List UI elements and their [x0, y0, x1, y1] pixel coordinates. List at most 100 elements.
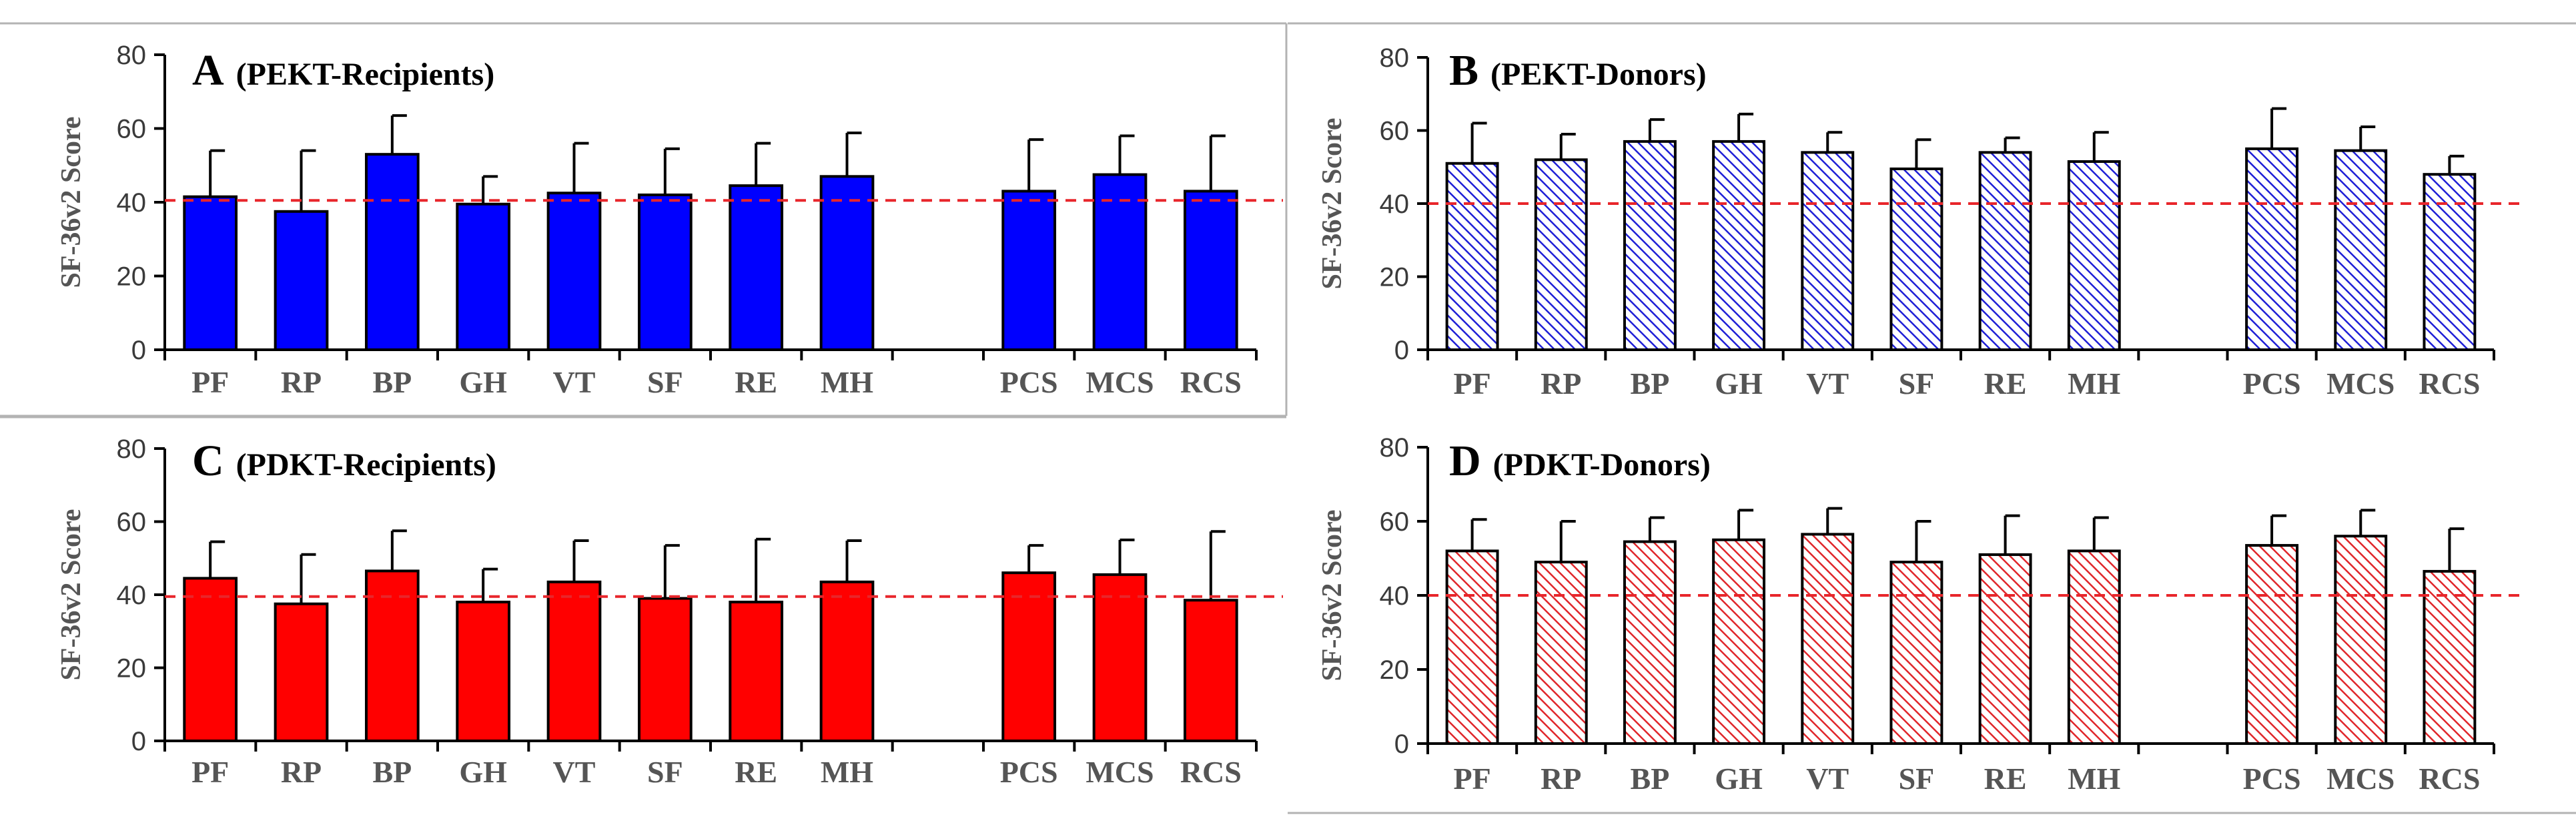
panel-subtitle: (PDKT-Donors) — [1493, 447, 1711, 483]
y-tick-label: 60 — [117, 115, 147, 144]
y-tick-label: 40 — [117, 581, 147, 610]
bar-rp — [274, 210, 329, 351]
x-tick-label-vt: VT — [1806, 762, 1849, 796]
bar-vt — [1801, 533, 1855, 745]
y-tick-label: 20 — [1380, 655, 1410, 685]
x-tick-label-pcs: PCS — [2243, 366, 2301, 400]
bar-bp — [1623, 140, 1677, 352]
x-tick-label-pf: PF — [1453, 762, 1490, 796]
y-tick-label: 20 — [1380, 263, 1410, 292]
y-tick-label: 0 — [1394, 336, 1409, 365]
bar-re — [729, 184, 784, 352]
bar-pf — [183, 195, 238, 351]
y-axis-label: SF-36v2 Score — [1317, 509, 1348, 681]
chart-panel-c: SF-36v2 Score 0 20 40 60 80 PF RP BP GH VT SF RE MH PC… — [56, 435, 1283, 789]
panel-subtitle: (PDKT-Recipients) — [236, 447, 496, 483]
x-tick-label-rp: RP — [281, 755, 322, 789]
bar-sf — [637, 193, 693, 352]
y-tick-label: 80 — [1380, 433, 1410, 463]
bar-re — [729, 600, 784, 743]
bar-gh — [1712, 140, 1766, 352]
bar-rcs — [2423, 173, 2477, 351]
bar-pcs — [1001, 190, 1057, 351]
bar-re — [1978, 553, 2032, 745]
y-axis-label: SF-36v2 Score — [56, 509, 87, 680]
y-tick-label: 20 — [117, 654, 147, 683]
x-tick-label-mcs: MCS — [1086, 755, 1154, 789]
y-tick-label: 0 — [1394, 730, 1409, 759]
x-tick-label-mh: MH — [821, 755, 873, 789]
bar-pcs — [2245, 544, 2299, 745]
x-tick-label-pf: PF — [191, 365, 229, 399]
x-tick-label-sf: SF — [647, 755, 683, 789]
y-tick-label: 60 — [117, 508, 147, 537]
y-tick-label: 0 — [131, 336, 146, 365]
panels: SF-36v2 Score 0 20 40 60 80 PF RP BP GH VT SF RE MH PC… — [0, 22, 2576, 814]
panel-letter: D — [1449, 437, 1481, 485]
bar-bp — [364, 569, 420, 742]
y-axis-label: SF-36v2 Score — [56, 116, 87, 288]
y-tick-label: 80 — [117, 435, 147, 464]
bar-mh — [819, 580, 875, 743]
x-tick-label-rp: RP — [281, 365, 322, 399]
x-tick-label-bp: BP — [372, 755, 412, 789]
bar-mcs — [2334, 149, 2388, 352]
bar-vt — [1801, 151, 1855, 351]
x-tick-label-sf: SF — [1899, 366, 1935, 400]
x-tick-label-bp: BP — [1631, 366, 1670, 400]
x-tick-label-rcs: RCS — [2419, 366, 2480, 400]
bar-pf — [183, 577, 238, 742]
bar-bp — [1623, 540, 1677, 746]
y-tick-label: 80 — [1380, 43, 1410, 73]
y-tick-label: 40 — [1380, 581, 1410, 611]
x-tick-label-rp: RP — [1541, 762, 1581, 796]
chart-panel-a: SF-36v2 Score 0 20 40 60 80 PF RP BP GH VT SF RE MH PC… — [56, 41, 1283, 399]
y-tick-label: 20 — [117, 262, 147, 292]
y-axis-label: SF-36v2 Score — [1317, 117, 1348, 289]
x-tick-label-gh: GH — [459, 755, 507, 789]
bar-mcs — [2334, 535, 2388, 745]
x-tick-label-re: RE — [735, 365, 777, 399]
panel-subtitle: (PEKT-Donors) — [1490, 57, 1707, 92]
bar-rp — [274, 602, 329, 742]
x-tick-label-vt: VT — [553, 755, 596, 789]
x-tick-label-re: RE — [1984, 762, 2027, 796]
x-tick-label-mh: MH — [2068, 762, 2120, 796]
bar-mh — [2067, 549, 2121, 746]
panel-title: A (PEKT-Recipients) — [192, 46, 494, 95]
bar-rcs — [1183, 190, 1238, 351]
x-tick-label-bp: BP — [372, 365, 412, 399]
x-tick-label-pcs: PCS — [2243, 762, 2301, 796]
x-tick-label-rcs: RCS — [1180, 755, 1242, 789]
x-tick-label-rcs: RCS — [1180, 365, 1242, 399]
panel-title: C (PDKT-Recipients) — [192, 437, 496, 485]
panel-title: D (PDKT-Donors) — [1449, 437, 1711, 485]
x-tick-label-sf: SF — [1899, 762, 1935, 796]
bar-vt — [546, 192, 602, 351]
x-tick-label-re: RE — [735, 755, 777, 789]
x-tick-label-vt: VT — [1806, 366, 1849, 400]
panel-subtitle: (PEKT-Recipients) — [236, 57, 495, 92]
x-tick-label-sf: SF — [647, 365, 683, 399]
bar-bp — [364, 153, 420, 352]
x-tick-label-gh: GH — [1715, 762, 1763, 796]
chart-panel-d: SF-36v2 Score 0 20 40 60 80 PF RP BP GH VT SF RE MH PC… — [1317, 433, 2521, 796]
bar-pcs — [2245, 147, 2299, 351]
panel-letter: B — [1449, 46, 1478, 95]
y-tick-label: 40 — [117, 188, 147, 218]
y-tick-label: 40 — [1380, 190, 1410, 219]
x-tick-label-gh: GH — [459, 365, 507, 399]
x-tick-label-re: RE — [1984, 366, 2027, 400]
chart-panel-b: SF-36v2 Score 0 20 40 60 80 PF RP BP GH VT SF RE MH PC… — [1317, 43, 2521, 400]
x-tick-label-rcs: RCS — [2419, 762, 2480, 796]
x-tick-label-pcs: PCS — [1000, 365, 1058, 399]
bar-vt — [546, 580, 602, 743]
bar-mh — [819, 175, 875, 351]
bar-pcs — [1001, 571, 1057, 743]
bar-gh — [456, 202, 511, 352]
panel-letter: C — [192, 437, 224, 485]
bar-gh — [456, 600, 511, 743]
x-tick-label-pf: PF — [191, 755, 229, 789]
bar-pf — [1445, 162, 1499, 351]
